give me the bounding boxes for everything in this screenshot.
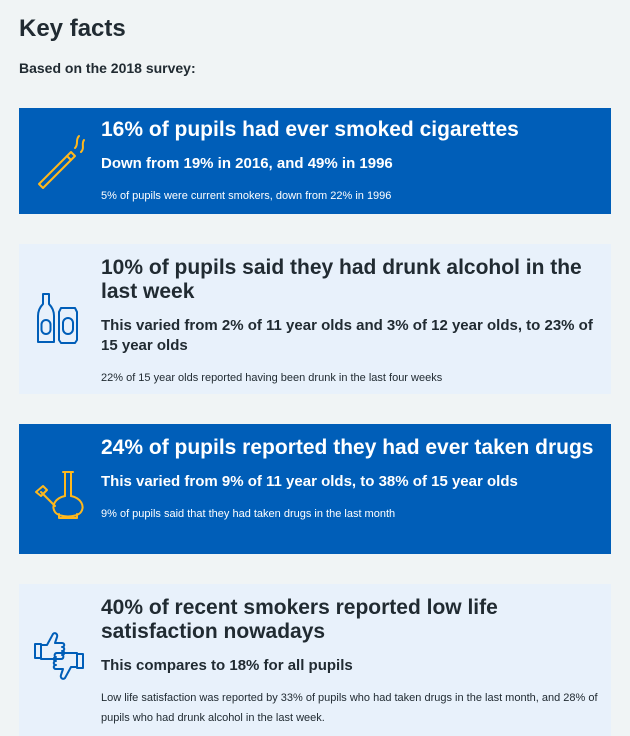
fact-card-smoking: 16% of pupils had ever smoked cigarettes… <box>19 108 611 214</box>
fact-detail: Low life satisfaction was reported by 33… <box>101 692 598 724</box>
fact-headline: 40% of recent smokers reported low life … <box>101 596 498 643</box>
fact-card-drugs: 24% of pupils reported they had ever tak… <box>19 424 611 554</box>
bong-icon <box>33 466 85 522</box>
fact-subhead: This varied from 2% of 11 year olds and … <box>101 317 593 354</box>
fact-detail: 9% of pupils said that they had taken dr… <box>101 508 396 520</box>
fact-subhead: Down from 19% in 2016, and 49% in 1996 <box>101 155 393 172</box>
fact-subhead: This varied from 9% of 11 year olds, to … <box>101 473 518 490</box>
fact-headline: 16% of pupils had ever smoked cigarettes <box>101 118 519 141</box>
fact-subhead: This compares to 18% for all pupils <box>101 657 353 674</box>
fact-headline: 24% of pupils reported they had ever tak… <box>101 436 594 459</box>
fact-card-alcohol: 10% of pupils said they had drunk alcoho… <box>19 244 611 394</box>
thumbs-up-down-icon <box>33 628 85 684</box>
fact-detail: 5% of pupils were current smokers, down … <box>101 190 392 202</box>
fact-detail: 22% of 15 year olds reported having been… <box>101 372 443 384</box>
cigarette-icon <box>33 134 85 190</box>
page-lead: Based on the 2018 survey: <box>19 60 196 76</box>
bottle-and-can-icon <box>33 290 85 346</box>
page-title: Key facts <box>19 15 126 42</box>
fact-card-life-satisfaction: 40% of recent smokers reported low life … <box>19 584 611 736</box>
fact-headline: 10% of pupils said they had drunk alcoho… <box>101 256 582 303</box>
